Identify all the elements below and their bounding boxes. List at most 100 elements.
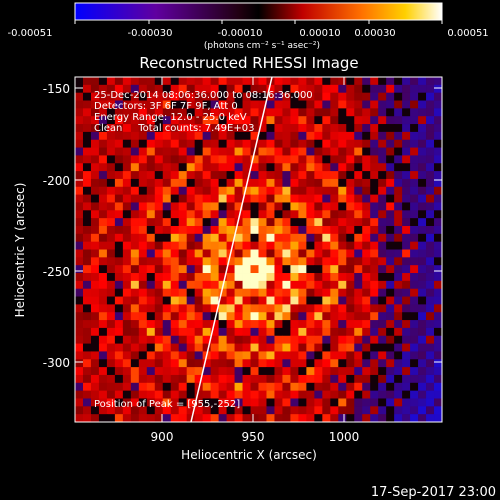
heatmap-pixel xyxy=(290,77,299,86)
heatmap-pixel xyxy=(178,406,188,415)
heatmap-pixel xyxy=(274,139,283,148)
heatmap-pixel xyxy=(330,351,339,360)
heatmap-pixel xyxy=(226,312,235,321)
heatmap-pixel xyxy=(362,233,371,243)
heatmap-pixel xyxy=(226,374,235,384)
heatmap-pixel xyxy=(154,296,164,305)
heatmap-pixel xyxy=(234,257,243,266)
heatmap-pixel xyxy=(346,390,355,399)
heatmap-pixel xyxy=(426,280,435,290)
heatmap-pixel xyxy=(434,257,442,266)
heatmap-pixel xyxy=(330,241,339,250)
heatmap-pixel xyxy=(330,210,339,219)
heatmap-pixel xyxy=(226,178,235,188)
heatmap-pixel xyxy=(154,280,164,290)
heatmap-pixel xyxy=(298,171,307,180)
heatmap-pixel xyxy=(354,312,363,321)
heatmap-pixel xyxy=(114,280,124,290)
heatmap-pixel xyxy=(178,194,188,203)
heatmap-pixel xyxy=(354,343,363,352)
colorbar: -0.00051 -0.00030 -0.00010 0.00010 0.000… xyxy=(8,2,489,51)
heatmap-pixel xyxy=(114,163,124,172)
heatmap-pixel xyxy=(434,194,442,203)
heatmap-pixel xyxy=(138,367,148,376)
heatmap-pixel xyxy=(370,265,379,274)
heatmap-pixel xyxy=(386,171,395,180)
heatmap-pixel xyxy=(362,84,371,94)
heatmap-pixel xyxy=(418,296,427,305)
heatmap-pixel xyxy=(218,382,227,392)
heatmap-pixel xyxy=(290,398,299,407)
heatmap-pixel xyxy=(338,139,347,148)
heatmap-pixel xyxy=(98,116,108,125)
heatmap-pixel xyxy=(178,312,188,321)
heatmap-pixel xyxy=(314,92,323,101)
heatmap-pixel xyxy=(338,257,347,266)
heatmap-pixel xyxy=(170,171,180,180)
heatmap-pixel xyxy=(250,171,259,180)
heatmap-pixel xyxy=(138,108,148,117)
plot-title: Reconstructed RHESSI Image xyxy=(139,54,358,72)
heatmap-pixel xyxy=(82,351,92,360)
heatmap-pixel xyxy=(75,327,84,337)
heatmap-pixel xyxy=(378,343,387,352)
heatmap-pixel xyxy=(178,257,188,266)
heatmap-pixel xyxy=(306,100,315,109)
heatmap-pixel xyxy=(218,233,227,243)
heatmap-pixel xyxy=(386,218,395,227)
heatmap-pixel xyxy=(250,84,259,94)
heatmap-pixel xyxy=(90,194,100,203)
heatmap-pixel xyxy=(154,343,164,352)
heatmap-pixel xyxy=(402,124,411,133)
heatmap-pixel xyxy=(434,390,442,399)
heatmap-pixel xyxy=(146,320,156,329)
heatmap-pixel xyxy=(162,288,172,297)
heatmap-pixel xyxy=(418,382,427,392)
annotation-line: 25-Dec-2014 08:06:36.000 to 08:16:36.000 xyxy=(94,90,313,101)
heatmap-pixel xyxy=(82,155,92,164)
heatmap-pixel xyxy=(138,171,148,180)
heatmap-pixel xyxy=(306,304,315,313)
heatmap-pixel xyxy=(306,406,315,415)
heatmap-pixel xyxy=(122,100,132,109)
heatmap-pixel xyxy=(146,116,156,125)
heatmap-pixel xyxy=(122,351,132,360)
heatmap-pixel xyxy=(298,124,307,133)
heatmap-pixel xyxy=(186,414,196,422)
heatmap-pixel xyxy=(234,116,243,125)
heatmap-pixel xyxy=(290,210,299,219)
heatmap-pixel xyxy=(322,124,331,133)
heatmap-pixel xyxy=(330,218,339,227)
heatmap-pixel xyxy=(162,320,172,329)
heatmap-pixel xyxy=(346,257,355,266)
heatmap-pixel xyxy=(210,398,220,407)
heatmap-pixel xyxy=(122,359,132,368)
heatmap-pixel xyxy=(106,194,116,203)
heatmap-pixel xyxy=(354,77,363,86)
heatmap-pixel xyxy=(106,108,116,117)
heatmap-pixel xyxy=(250,265,259,274)
heatmap-pixel xyxy=(162,257,172,266)
heatmap-pixel xyxy=(234,171,243,180)
heatmap-pixel xyxy=(306,233,315,243)
heatmap-pixel xyxy=(434,327,442,337)
heatmap-pixel xyxy=(154,163,164,172)
heatmap-pixel xyxy=(298,367,307,376)
heatmap-pixel xyxy=(186,249,196,258)
heatmap-pixel xyxy=(106,225,116,235)
heatmap-pixel xyxy=(226,288,235,297)
heatmap-pixel xyxy=(162,374,172,384)
heatmap-pixel xyxy=(226,108,235,117)
heatmap-pixel xyxy=(274,147,283,156)
heatmap-pixel xyxy=(330,171,339,180)
heatmap-pixel xyxy=(258,406,267,415)
heatmap-pixel xyxy=(90,327,100,337)
heatmap-pixel xyxy=(210,233,220,243)
heatmap-pixel xyxy=(234,296,243,305)
heatmap-pixel xyxy=(386,288,395,297)
heatmap-pixel xyxy=(186,382,196,392)
heatmap-pixel xyxy=(146,233,156,243)
heatmap-pixel xyxy=(186,374,196,384)
heatmap-pixel xyxy=(394,320,403,329)
heatmap-pixel xyxy=(322,335,331,344)
